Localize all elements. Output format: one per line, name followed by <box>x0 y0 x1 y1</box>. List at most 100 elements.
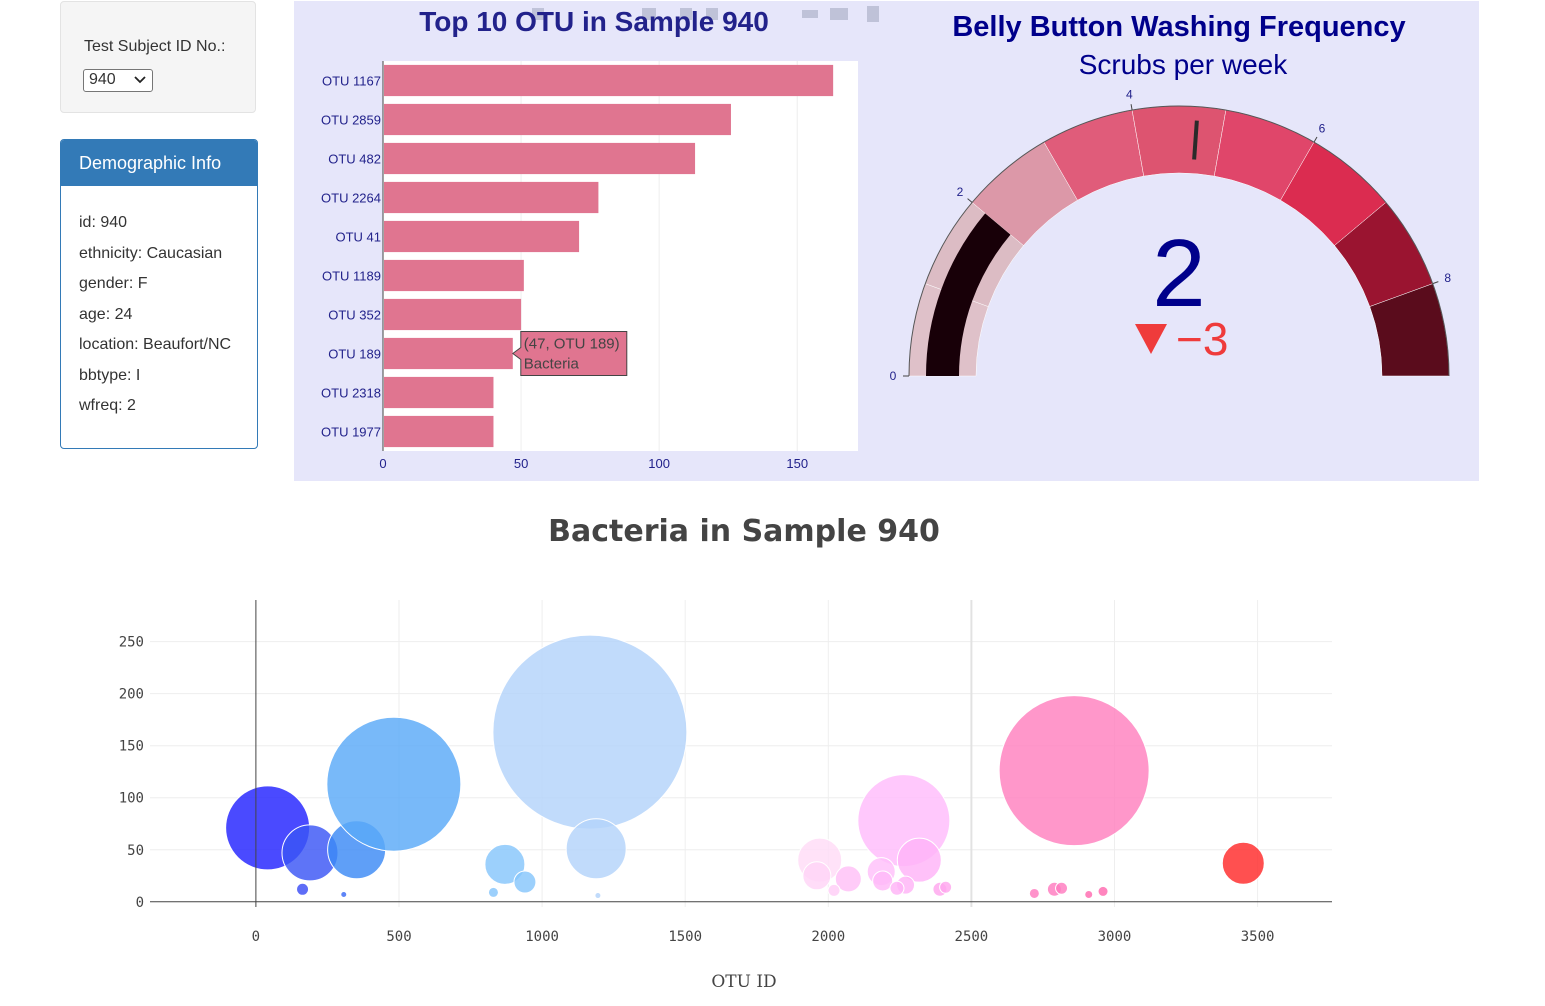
gauge-delta-value: −3 <box>1176 313 1228 365</box>
modebar[interactable] <box>532 6 879 22</box>
tooltip-line-1: (47, OTU 189) <box>524 336 620 353</box>
gauge-tick <box>1313 136 1318 143</box>
demo-row-bbtype: bbtype: I <box>79 366 141 384</box>
hover-compare-icon[interactable] <box>830 8 848 20</box>
bubble-point <box>889 880 905 896</box>
bar-x-tick-label: 0 <box>379 456 386 471</box>
bubble-point <box>492 634 688 830</box>
demo-row-location: location: Beaufort/NC <box>79 336 232 353</box>
subject-id-select[interactable]: 940 <box>83 69 153 92</box>
bar <box>384 376 494 409</box>
gauge-outline <box>908 105 1450 377</box>
bar-x-ticks: 0 50 100 150 <box>379 456 808 471</box>
triangle-down-icon <box>1135 324 1167 354</box>
bubble-point <box>939 880 953 894</box>
demo-row-age: age: 24 <box>79 305 133 323</box>
bubble-point <box>513 870 537 894</box>
demo-row-wfreq: wfreq: 2 <box>79 397 136 414</box>
demo-row-id: id: 940 <box>79 214 128 231</box>
bubble-point <box>1221 841 1265 885</box>
bubble-chart-title: Bacteria in Sample 940 <box>548 514 940 549</box>
bubble-point <box>326 716 462 852</box>
gauge-subtitle: Scrubs per week <box>1079 49 1289 80</box>
bubble-x-tick-label: 1000 <box>525 929 559 945</box>
bar-category-label: OTU 189 <box>328 347 381 362</box>
bubble-point <box>340 891 348 899</box>
bar <box>384 103 731 136</box>
demographic-info-panel: Demographic Info id: 940 ethnicity: Cauc… <box>60 139 258 449</box>
gauge-tick-label: 8 <box>1444 271 1451 285</box>
chevron-down-icon <box>134 72 146 88</box>
demo-row-ethnicity: ethnicity: Caucasian <box>79 244 223 262</box>
bubble-x-tick-label: 1500 <box>668 929 702 945</box>
bubble-point <box>594 892 602 900</box>
bubble-y-tick-label: 200 <box>119 687 144 703</box>
gauge-value-bar <box>926 213 1011 376</box>
gauge-value-number: 2 <box>1152 220 1205 327</box>
subject-id-value: 940 <box>89 71 116 88</box>
bar-category-label: OTU 2318 <box>321 386 381 401</box>
bubble-point <box>998 695 1150 847</box>
bubble-series <box>225 634 1265 900</box>
bubble-point <box>565 818 627 880</box>
bubble-point <box>896 837 942 883</box>
bar-category-label: OTU 2264 <box>321 191 381 206</box>
bubble-point <box>1055 881 1069 895</box>
gauge-tick-label: 2 <box>957 185 964 199</box>
bar <box>384 298 522 331</box>
bar-category-labels: OTU 1167 OTU 2859 OTU 482 OTU 2264 OTU 41 OTU… <box>321 74 381 440</box>
gauge-tick-label: 6 <box>1319 121 1326 135</box>
gauge-tick-label: 4 <box>1126 87 1133 101</box>
tooltip-line-2: Bacteria <box>524 356 580 373</box>
gauge-title: Belly Button Washing Frequency <box>952 11 1405 43</box>
gauge-threshold-line <box>1192 120 1199 160</box>
demo-row-gender: gender: F <box>79 275 148 292</box>
bubble-point <box>1097 885 1109 897</box>
subject-selector-panel: Test Subject ID No.: 940 <box>60 1 256 113</box>
bubble-x-tick-label: 0 <box>252 929 260 945</box>
camera-icon[interactable] <box>532 8 544 20</box>
bar <box>384 181 599 214</box>
bubble-point <box>802 861 832 891</box>
bar-category-label: OTU 1977 <box>321 425 381 440</box>
autoscale-icon[interactable] <box>706 8 718 20</box>
tooltip-box <box>511 331 628 376</box>
bubble-point <box>487 886 499 898</box>
pan-icon[interactable] <box>680 8 692 20</box>
bar-category-label: OTU 482 <box>328 152 381 167</box>
bubble-x-axis-title: OTU ID <box>711 972 776 992</box>
bar-category-label: OTU 2859 <box>321 113 381 128</box>
bar-x-tick-label: 150 <box>786 456 808 471</box>
bubble-x-tick-label: 3000 <box>1098 929 1132 945</box>
bar <box>384 220 580 253</box>
bar <box>384 259 524 292</box>
bubble-point <box>827 883 841 897</box>
bubble-y-tick-label: 50 <box>127 843 144 859</box>
bar <box>384 337 513 370</box>
bar-hover-tooltip: (47, OTU 189) Bacteria <box>511 331 628 376</box>
bar <box>384 415 494 448</box>
bar-x-tick-label: 50 <box>514 456 528 471</box>
hover-closest-icon[interactable] <box>802 10 818 18</box>
bar <box>384 64 834 97</box>
bubble-x-tick-label: 500 <box>386 929 411 945</box>
demographic-info-heading: Demographic Info <box>61 140 257 186</box>
bar-category-label: OTU 352 <box>328 308 381 323</box>
bubble-point <box>1084 890 1094 900</box>
bubble-x-tick-label: 2000 <box>811 929 845 945</box>
bubble-y-tick-label: 0 <box>136 895 144 911</box>
demographic-info-list: id: 940 ethnicity: Caucasian gender: F a… <box>79 214 231 428</box>
bubble-y-tick-label: 100 <box>119 791 144 807</box>
plotly-logo-icon[interactable] <box>867 6 879 22</box>
bubble-point <box>872 870 894 892</box>
gauge-tick <box>967 198 973 203</box>
gauge-step <box>1131 105 1227 177</box>
gauge-tick-label: 0 <box>890 369 897 383</box>
zoom-icon[interactable] <box>642 8 656 20</box>
bubble-y-tick-label: 150 <box>119 739 144 755</box>
gauge-delta: −3 <box>1135 313 1228 365</box>
bar-category-label: OTU 1167 <box>322 74 381 89</box>
bar-chart-title: Top 10 OTU in Sample 940 <box>419 6 769 37</box>
